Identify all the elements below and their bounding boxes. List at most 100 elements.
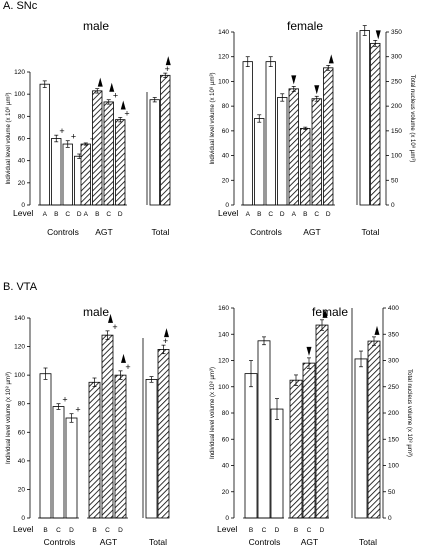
level-tick-label: C	[307, 527, 312, 534]
plus-marker: +	[75, 405, 80, 415]
increase-arrow	[322, 308, 328, 318]
level-tick-label: D	[69, 527, 74, 534]
y2-tick-label: 0	[391, 202, 395, 209]
level-tick-label: D	[326, 211, 331, 218]
bar-agt-B	[88, 381, 101, 519]
y-tick-label: 80	[18, 401, 26, 408]
y2-tick-label: 150	[391, 128, 402, 135]
y-tick-label: 120	[14, 344, 25, 351]
y2-tick-label: 200	[388, 410, 399, 417]
bar-controls-C	[52, 406, 65, 519]
level-tick-label: A	[246, 211, 251, 218]
y2-tick-label: 250	[388, 384, 399, 391]
y-tick-label: 140	[14, 315, 25, 322]
bar-agt-C	[101, 334, 114, 519]
level-tick-label: A	[84, 211, 89, 218]
y-tick-label: 120	[218, 358, 229, 365]
bar-total-controls	[149, 99, 160, 206]
bar-agt-A	[288, 88, 299, 206]
group-label-controls: Controls	[250, 227, 282, 237]
level-tick-label: A	[43, 211, 48, 218]
y2-tick-label: 0	[388, 515, 392, 522]
increase-arrow	[328, 54, 334, 64]
group-label-agt: AGT	[95, 227, 112, 237]
level-tick-label: D	[77, 211, 82, 218]
bar-agt-C	[103, 101, 114, 206]
bar-total-controls	[354, 358, 368, 519]
y-tick-label: 120	[14, 69, 25, 76]
increase-arrow	[120, 100, 126, 110]
bar-total-controls	[359, 30, 370, 206]
y-tick-label: 0	[21, 515, 25, 522]
level-tick-label: B	[95, 211, 99, 218]
bar-controls-A	[39, 83, 50, 206]
bar-controls-B	[244, 373, 258, 519]
y-tick-label: 100	[218, 78, 229, 85]
y2-tick-label: 100	[391, 153, 402, 160]
level-tick-label: C	[262, 527, 267, 534]
y2-tick-label: 350	[391, 29, 402, 36]
y-tick-label: 0	[21, 202, 25, 209]
level-tick-label: D	[118, 211, 123, 218]
group-label-controls: Controls	[249, 537, 281, 547]
group-label-total: Total	[152, 227, 170, 237]
bar-agt-D	[323, 67, 334, 206]
bar-agt-B	[92, 90, 103, 206]
y-tick-label: 40	[222, 153, 230, 160]
bar-total-agt	[157, 349, 170, 519]
increase-arrow	[109, 82, 115, 92]
y-tick-label: 60	[222, 128, 230, 135]
level-word: Level	[13, 208, 33, 218]
level-tick-label: B	[303, 211, 307, 218]
level-tick-label: D	[118, 527, 123, 534]
section-b-title: B. VTA	[3, 281, 38, 293]
level-tick-label: C	[314, 211, 319, 218]
group-label-total: Total	[149, 537, 167, 547]
panel-title-1: female	[287, 19, 323, 33]
y-tick-label: 20	[18, 180, 26, 187]
y-axis-label: Individual level volume (x 10⁸ µm³)	[209, 72, 216, 164]
plus-marker: +	[163, 336, 168, 346]
y2-tick-label: 300	[388, 358, 399, 365]
y-tick-label: 20	[222, 489, 230, 496]
y-axis-label: Individual level volume (x 10⁸ µm³)	[209, 367, 216, 459]
y-tick-label: 60	[18, 429, 26, 436]
group-label-controls: Controls	[47, 227, 79, 237]
level-tick-label: B	[92, 527, 96, 534]
y2-tick-label: 200	[391, 103, 402, 110]
y-tick-label: 100	[14, 91, 25, 98]
panel-title-0: male	[83, 19, 109, 33]
y-tick-label: 140	[218, 331, 229, 338]
bar-agt-C	[302, 362, 316, 519]
y-tick-label: 20	[222, 177, 230, 184]
section-a-title: A. SNc	[3, 0, 38, 12]
decrease-arrow	[306, 346, 312, 356]
y-tick-label: 160	[218, 305, 229, 312]
level-tick-label: B	[249, 527, 253, 534]
y-tick-label: 0	[225, 202, 229, 209]
bar-agt-D	[315, 324, 329, 519]
plus-marker: +	[165, 64, 170, 74]
group-label-agt: AGT	[100, 537, 117, 547]
plus-marker: +	[71, 132, 76, 142]
bar-total-agt	[367, 340, 381, 519]
y-tick-label: 100	[218, 384, 229, 391]
increase-arrow	[164, 328, 169, 338]
y-tick-label: 60	[222, 436, 230, 443]
bar-agt-C	[311, 98, 322, 206]
y2-axis-label: Total nucleus volume (x 10⁸ µm³)	[409, 75, 416, 163]
plus-marker: +	[124, 108, 129, 118]
y-tick-label: 40	[222, 463, 230, 470]
level-tick-label: D	[275, 527, 280, 534]
decrease-arrow	[314, 85, 320, 95]
bar-agt-D	[114, 374, 127, 519]
level-tick-label: C	[56, 527, 61, 534]
level-tick-label: B	[43, 527, 47, 534]
y-tick-label: 80	[222, 103, 230, 110]
level-word: Level	[218, 208, 238, 218]
panel-title-3: female	[312, 305, 348, 319]
y2-tick-label: 100	[388, 463, 399, 470]
increase-arrow	[165, 56, 171, 66]
level-tick-label: B	[257, 211, 261, 218]
